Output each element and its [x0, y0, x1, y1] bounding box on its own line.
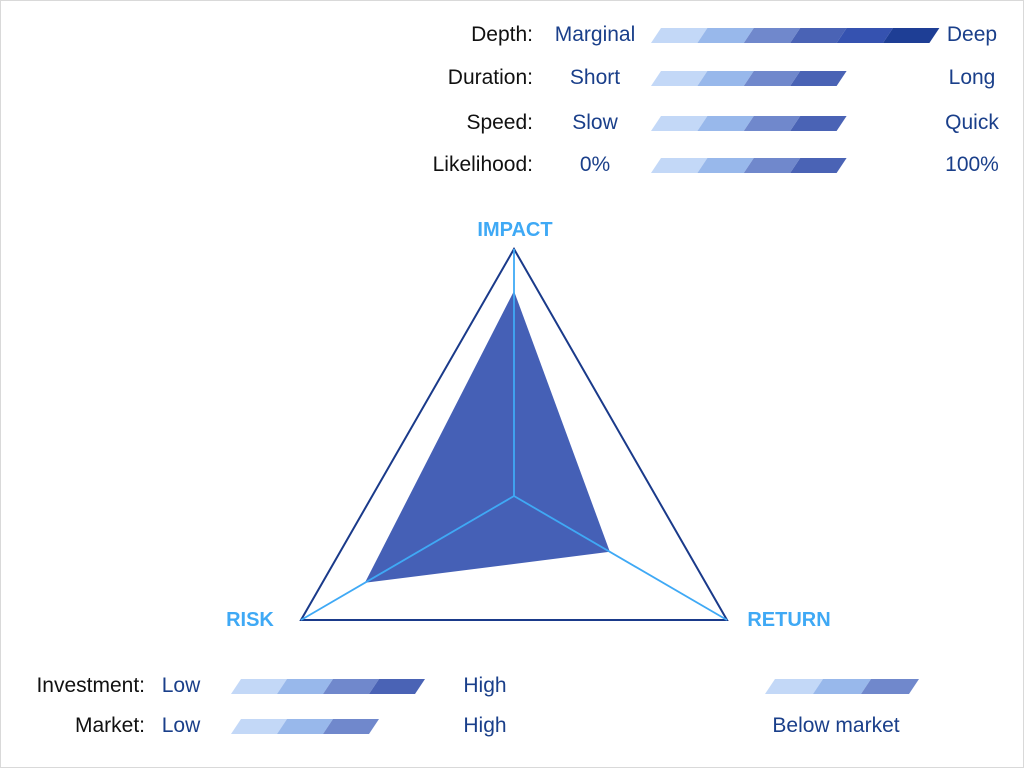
scale-segment	[790, 158, 847, 173]
scale-bar-market	[231, 719, 379, 734]
scale-bar-duration	[651, 71, 847, 86]
scale-label-likelihood: Likelihood:	[432, 153, 533, 176]
scale-segment	[369, 679, 425, 694]
scale-low-likelihood: 0%	[579, 153, 611, 176]
axis-label-risk: RISK	[226, 609, 274, 631]
radar-axis-risk	[300, 495, 515, 621]
radar-axis-return	[513, 495, 728, 621]
scale-segment	[277, 719, 333, 734]
scale-segment	[651, 116, 708, 131]
scale-low-investment: Low	[161, 674, 201, 697]
scale-segment	[231, 679, 287, 694]
scale-segment	[790, 71, 847, 86]
scale-segment	[697, 28, 754, 43]
scale-bar-investment	[231, 679, 425, 694]
scale-segment	[743, 158, 801, 173]
scale-bar-return	[765, 679, 919, 694]
scale-segment	[883, 28, 940, 43]
scale-label-speed: Speed:	[466, 111, 533, 134]
scale-segment	[765, 679, 823, 694]
scale-segment	[697, 158, 754, 173]
scale-segment	[323, 679, 379, 694]
scale-bar-likelihood	[651, 158, 847, 173]
scale-segment	[861, 679, 919, 694]
scale-high-market: High	[463, 714, 507, 737]
scale-segment	[743, 116, 801, 131]
scale-segment	[790, 28, 847, 43]
scale-low-depth: Marginal	[554, 23, 636, 46]
scale-label-duration: Duration:	[447, 66, 533, 89]
radar-outline	[299, 246, 729, 621]
scale-segment	[836, 28, 893, 43]
scale-segment	[231, 719, 287, 734]
scale-segment	[651, 28, 708, 43]
scale-high-duration: Long	[948, 66, 996, 89]
scale-segment	[790, 116, 847, 131]
scale-segment	[813, 679, 871, 694]
return-scale-caption: Below market	[772, 714, 900, 737]
scale-low-speed: Slow	[572, 111, 618, 134]
scale-low-market: Low	[161, 714, 201, 737]
scale-low-duration: Short	[569, 66, 621, 89]
scale-high-investment: High	[463, 674, 507, 697]
radar-value-area	[364, 290, 610, 583]
scale-bar-depth	[651, 28, 940, 43]
scale-segment	[277, 679, 333, 694]
scale-label-market: Market:	[74, 714, 145, 737]
scale-segment	[697, 71, 754, 86]
scale-segment	[697, 116, 754, 131]
axis-label-impact: IMPACT	[477, 219, 553, 241]
scale-segment	[743, 71, 801, 86]
scale-high-likelihood: 100%	[945, 153, 999, 176]
scale-segment	[651, 158, 708, 173]
scale-segment	[743, 28, 801, 43]
scale-segment	[651, 71, 708, 86]
scale-label-depth: Depth:	[471, 23, 533, 46]
scale-high-depth: Deep	[946, 23, 998, 46]
scale-high-speed: Quick	[945, 111, 999, 134]
scale-bar-speed	[651, 116, 847, 131]
scale-segment	[323, 719, 379, 734]
scale-label-investment: Investment:	[36, 674, 145, 697]
axis-label-return: RETURN	[747, 609, 831, 631]
